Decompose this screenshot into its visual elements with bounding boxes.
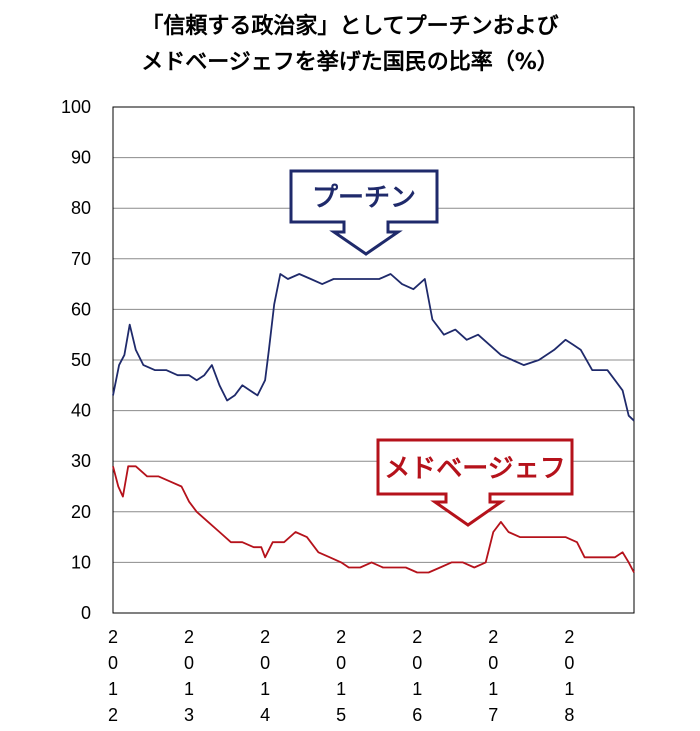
putin-callout-label: プーチン — [312, 183, 416, 213]
y-tick-label: 20 — [71, 502, 91, 522]
y-tick-label: 80 — [71, 198, 91, 218]
y-tick-label: 30 — [71, 451, 91, 471]
medvedev-callout-label: メドベージェフ — [384, 454, 565, 484]
medvedev-callout: メドベージェフ — [376, 438, 574, 527]
y-tick-label: 10 — [71, 552, 91, 572]
medvedev-callout-box — [376, 438, 574, 527]
y-tick-label: 50 — [71, 350, 91, 370]
putin-series-line — [112, 273, 635, 422]
putin-callout-box — [289, 169, 439, 256]
chart-title-line1: 「信頼する政治家」としてプーチンおよび — [141, 14, 559, 39]
medvedev-series-line — [112, 465, 635, 574]
y-tick-label: 100 — [61, 97, 91, 117]
plot-area-frame — [112, 106, 635, 614]
y-tick-label: 70 — [71, 249, 91, 269]
y-tick-label: 90 — [71, 148, 91, 168]
series-lines — [112, 273, 635, 574]
y-tick-label: 0 — [81, 603, 91, 623]
y-axis-ticks: 0 10 20 30 40 50 60 70 80 90 100 — [61, 97, 91, 623]
y-tick-label: 40 — [71, 401, 91, 421]
x-axis-ticks: 2 0 1 2 2 0 1 3 2 0 1 4 2 0 1 5 2 0 1 6 2 0 1 7 2 0 1 8 — [108, 627, 574, 725]
y-tick-label: 60 — [71, 299, 91, 319]
chart-title-line2: メドベージェフを挙げた国民の比率（%） — [141, 50, 559, 75]
putin-callout: プーチン — [289, 169, 439, 256]
